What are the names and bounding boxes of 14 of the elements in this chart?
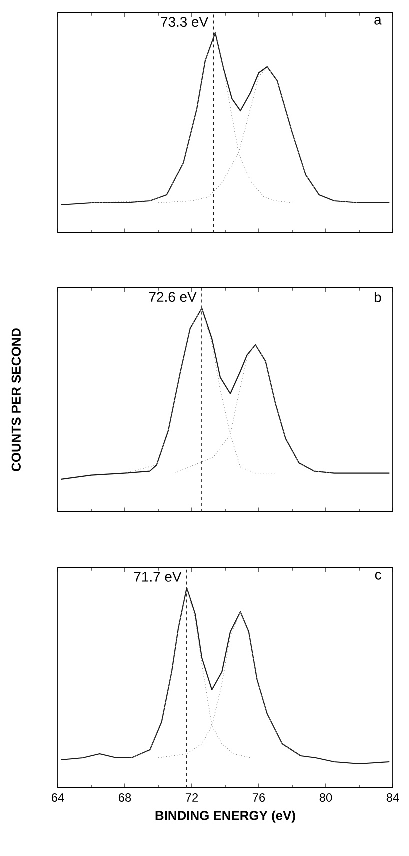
x-tick-label: 80: [320, 794, 332, 802]
text: c: [375, 572, 382, 580]
x-tick-label: 84: [386, 794, 400, 802]
y-axis-title: COUNTS PER SECOND: [12, 328, 21, 472]
x-axis-title: BINDING ENERGY (eV): [156, 810, 296, 823]
text: a: [374, 17, 382, 25]
ref-line-label: 72.6 eV: [149, 292, 197, 302]
x-tick-label: 68: [118, 794, 132, 802]
ref-line-label: 73.3 eV: [161, 17, 209, 28]
x-tick-label: 72: [186, 794, 198, 802]
ref-line-label: 71.7 eV: [134, 572, 182, 582]
text: b: [374, 292, 382, 302]
x-tick-label: 64: [52, 794, 64, 802]
x-tick-label: 76: [252, 794, 266, 802]
